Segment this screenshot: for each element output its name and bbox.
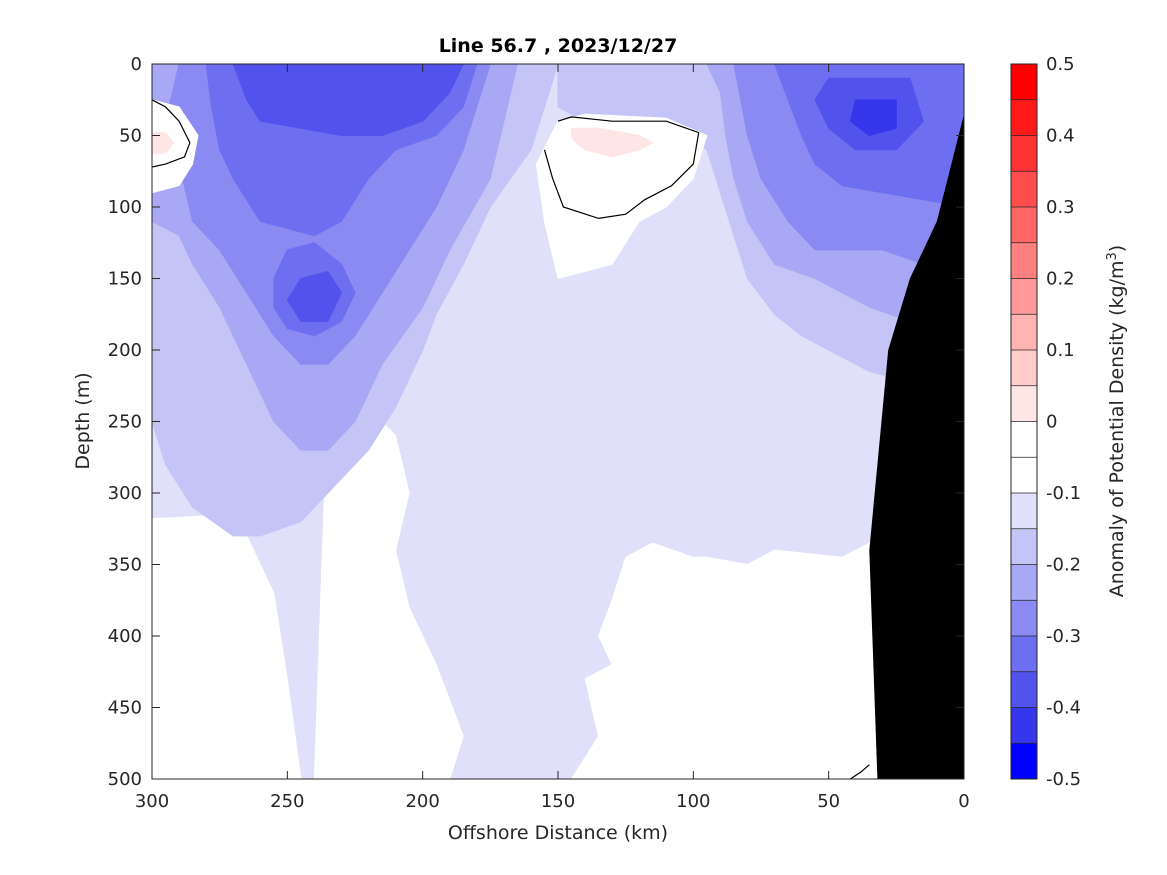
colorbar-tick-label: 0.3: [1046, 197, 1075, 218]
density-anomaly-field: [152, 64, 964, 779]
colorbar-tick-label: 0.5: [1046, 54, 1075, 75]
colorbar-segment-11: [1011, 457, 1037, 494]
y-tick-label: 350: [108, 555, 142, 576]
x-tick-label: 0: [958, 791, 969, 812]
zero-contour-1: [152, 99, 191, 168]
plot-area: [152, 64, 964, 779]
y-tick-label: 450: [108, 698, 142, 719]
colorbar-label-superscript: 3: [1105, 252, 1120, 260]
y-axis-label: Depth (m): [72, 372, 94, 469]
y-tick-label: 0: [131, 54, 142, 75]
x-tick-label: 100: [676, 791, 710, 812]
colorbar-ticks: 0.5 0.4 0.3 0.2 0.1 0 -0.1 -0.2 -0.3 -0.4 -0.5: [1011, 54, 1081, 790]
anomaly-region-18: [571, 127, 654, 158]
colorbar-segment-8: [1011, 350, 1037, 387]
colorbar-segment-14: [1011, 564, 1037, 601]
colorbar-label-main: Anomaly of Potential Density (kg/m: [1106, 261, 1128, 598]
colorbar-segment-3: [1011, 171, 1037, 208]
colorbar-segment-16: [1011, 636, 1037, 673]
colorbar-tick-label: 0.2: [1046, 269, 1075, 290]
x-tick-label: 50: [817, 791, 840, 812]
colorbar-segment-15: [1011, 600, 1037, 637]
anomaly-region-19: [152, 132, 175, 155]
colorbar-tick-label: 0: [1046, 412, 1057, 433]
colorbar-segment-19: [1011, 743, 1037, 780]
y-tick-label: 500: [108, 769, 142, 790]
colorbar-segment-6: [1011, 278, 1037, 315]
zero-contour-lines: [152, 99, 870, 779]
anomaly-region-16: [535, 113, 708, 280]
y-tick-label: 250: [108, 412, 142, 433]
colorbar-label-end: ): [1106, 245, 1128, 252]
x-axis: 300 250 200 150 100 50 0: [135, 64, 970, 812]
x-axis-label: Offshore Distance (km): [448, 822, 668, 844]
colorbar-label: Anomaly of Potential Density (kg/m3): [1105, 245, 1128, 597]
colorbar-tick-label: -0.4: [1046, 698, 1081, 719]
colorbar-tick-label: -0.3: [1046, 626, 1081, 647]
colorbar-segment-12: [1011, 493, 1037, 530]
anomaly-region-2: [570, 535, 884, 779]
y-tick-label: 150: [108, 269, 142, 290]
colorbar-segment-7: [1011, 314, 1037, 351]
colorbar-tick-label: 0.1: [1046, 340, 1075, 361]
colorbar-segment-0: [1011, 64, 1037, 101]
colorbar-segment-18: [1011, 707, 1037, 744]
x-tick-label: 250: [270, 791, 304, 812]
colorbar-tick-label: -0.2: [1046, 555, 1081, 576]
y-tick-label: 100: [108, 197, 142, 218]
x-tick-label: 300: [135, 791, 169, 812]
colorbar-segment-10: [1011, 421, 1037, 458]
colorbar-segment-9: [1011, 385, 1037, 422]
colorbar-tick-label: -0.1: [1046, 483, 1081, 504]
x-tick-label: 200: [405, 791, 439, 812]
y-tick-label: 300: [108, 483, 142, 504]
y-tick-label: 200: [108, 340, 142, 361]
y-axis: 0 50 100 150 200 250 300 350 400 450 500: [108, 54, 964, 790]
anomaly-region-13: [286, 270, 343, 322]
y-tick-label: 400: [108, 626, 142, 647]
anomaly-region-1: [152, 392, 464, 779]
colorbar-segment-5: [1011, 242, 1037, 279]
colorbar-segment-13: [1011, 528, 1037, 565]
anomaly-region-17: [152, 99, 199, 194]
chart-title: Line 56.7 , 2023/12/27: [439, 35, 678, 57]
y-tick-label: 50: [119, 126, 142, 147]
zero-contour-0: [543, 116, 700, 220]
zero-contour-2: [849, 764, 870, 779]
seafloor-mask: [869, 114, 964, 779]
colorbar-segment-2: [1011, 135, 1037, 172]
colorbar: [1010, 63, 1038, 780]
colorbar-tick-label: -0.5: [1046, 769, 1081, 790]
colorbar-segment-17: [1011, 671, 1037, 708]
land-mask: [869, 114, 964, 779]
colorbar-segment-4: [1011, 207, 1037, 244]
anomaly-region-12: [232, 64, 464, 136]
colorbar-tick-label: 0.4: [1046, 126, 1075, 147]
colorbar-segment-1: [1011, 99, 1037, 136]
x-tick-label: 150: [541, 791, 575, 812]
anomaly-region-15: [849, 99, 897, 137]
